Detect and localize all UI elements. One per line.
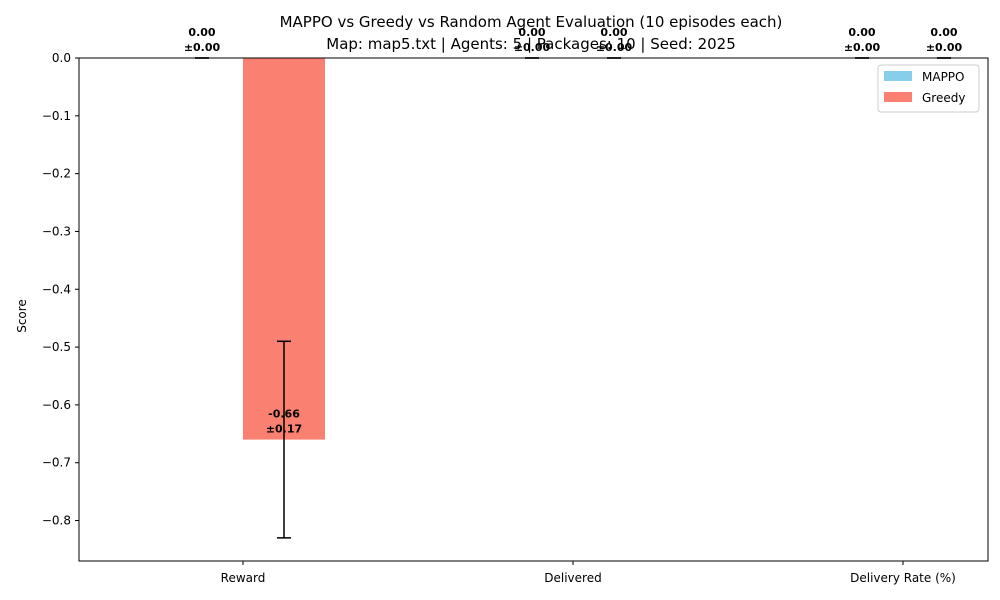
y-axis: 0.0 −0.1 −0.2 −0.3 −0.4 −0.5 −0.6 −0.7 −0.8 (42, 51, 79, 528)
legend-label-mappo: MAPPO (922, 70, 964, 84)
y-tick-label: −0.1 (42, 109, 71, 123)
x-axis: Reward Delivered Delivery Rate (%) (221, 561, 956, 585)
legend-swatch-mappo (884, 71, 912, 81)
data-label-error-greedy-0: ±0.17 (266, 423, 302, 436)
x-tick-label: Reward (221, 571, 266, 585)
y-tick-label: −0.7 (42, 456, 71, 470)
data-label-error-mappo-1: ±0.00 (514, 41, 551, 54)
y-tick-label: −0.5 (42, 340, 71, 354)
data-label-mappo-2: 0.00 (848, 26, 875, 39)
y-tick-label: −0.4 (42, 282, 71, 296)
y-axis-label: Score (15, 299, 29, 333)
data-label-greedy-2: 0.00 (930, 26, 957, 39)
data-label-error-mappo-0: ±0.00 (184, 41, 221, 54)
data-label-error-mappo-2: ±0.00 (844, 41, 881, 54)
x-tick-label: Delivered (544, 571, 601, 585)
plot-frame (78, 57, 989, 562)
data-label-greedy-1: 0.00 (600, 26, 627, 39)
legend-label-greedy: Greedy (922, 91, 965, 105)
data-label-error-greedy-2: ±0.00 (926, 41, 963, 54)
y-tick-label: −0.8 (42, 514, 71, 528)
legend-swatch-greedy (884, 92, 912, 102)
plot-area: 0.00 ±0.00 0.00 ±0.00 0.00 ±0.00 -0.66 ±0.17 0.0… (78, 26, 989, 562)
y-tick-label: 0.0 (52, 51, 71, 65)
data-label-greedy-0: -0.66 (268, 408, 300, 421)
x-tick-label: Delivery Rate (%) (850, 571, 956, 585)
data-label-error-greedy-1: ±0.00 (596, 41, 633, 54)
y-tick-label: −0.2 (42, 167, 71, 181)
data-label-mappo-1: 0.00 (518, 26, 545, 39)
chart-title-line1: MAPPO vs Greedy vs Random Agent Evaluati… (279, 13, 783, 31)
chart-title-line2: Map: map5.txt | Agents: 5 | Packages: 10… (326, 35, 736, 53)
legend: MAPPO Greedy (877, 64, 980, 113)
y-tick-label: −0.3 (42, 224, 71, 238)
data-label-mappo-0: 0.00 (188, 26, 215, 39)
y-tick-label: −0.6 (42, 398, 71, 412)
